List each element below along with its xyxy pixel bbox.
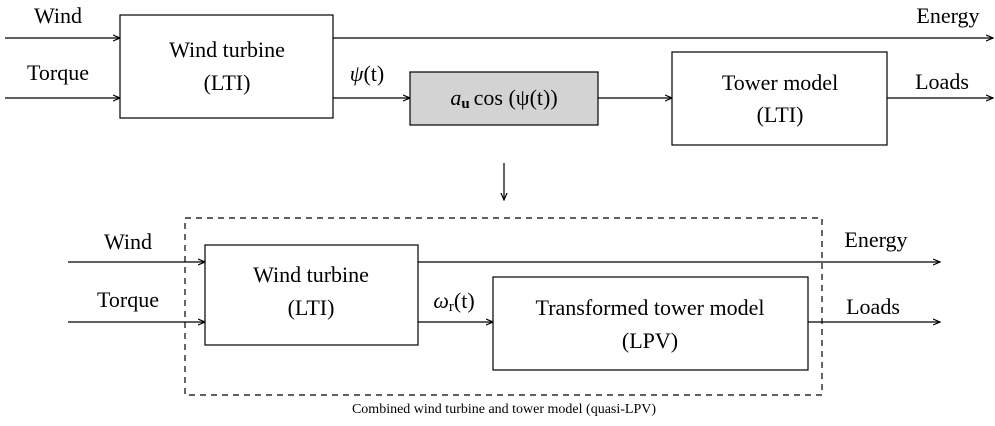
- input-label: Wind: [34, 3, 82, 28]
- block-title: Wind turbine: [169, 37, 285, 62]
- output-label: Energy: [916, 3, 979, 28]
- caption: Combined wind turbine and tower model (q…: [352, 402, 656, 417]
- block-subtitle: (LTI): [204, 70, 251, 95]
- output-label: Energy: [844, 227, 907, 252]
- input-label: Torque: [27, 60, 89, 85]
- symbol: ω: [433, 288, 449, 313]
- output-label: Loads: [846, 294, 900, 319]
- input-label: Wind: [104, 229, 152, 254]
- signal-label: ωr(t): [433, 288, 474, 315]
- argument: (t): [454, 288, 475, 313]
- function: cos (ψ(t)): [474, 85, 558, 110]
- block-title: Transformed tower model: [536, 295, 765, 320]
- block-subtitle: (LPV): [622, 328, 678, 353]
- output-label: Loads: [915, 69, 969, 94]
- block-subtitle: (LTI): [288, 295, 335, 320]
- block-title: Tower model: [722, 70, 838, 95]
- nonlinear-block: [409, 71, 599, 126]
- block: [671, 51, 888, 146]
- block: [204, 244, 419, 346]
- block-title: Wind turbine: [253, 262, 369, 287]
- coefficient: a: [450, 85, 461, 110]
- subscript: u: [461, 96, 469, 112]
- block: [119, 14, 334, 119]
- subscript: r: [449, 299, 454, 315]
- block-subtitle: (LTI): [757, 102, 804, 127]
- argument: (t): [363, 61, 384, 86]
- symbol: ψ: [350, 61, 364, 86]
- input-label: Torque: [97, 287, 159, 312]
- block: [492, 276, 809, 371]
- nonlinearity-label: au cos (ψ(t)): [450, 85, 557, 112]
- signal-label: ψ(t): [350, 61, 384, 86]
